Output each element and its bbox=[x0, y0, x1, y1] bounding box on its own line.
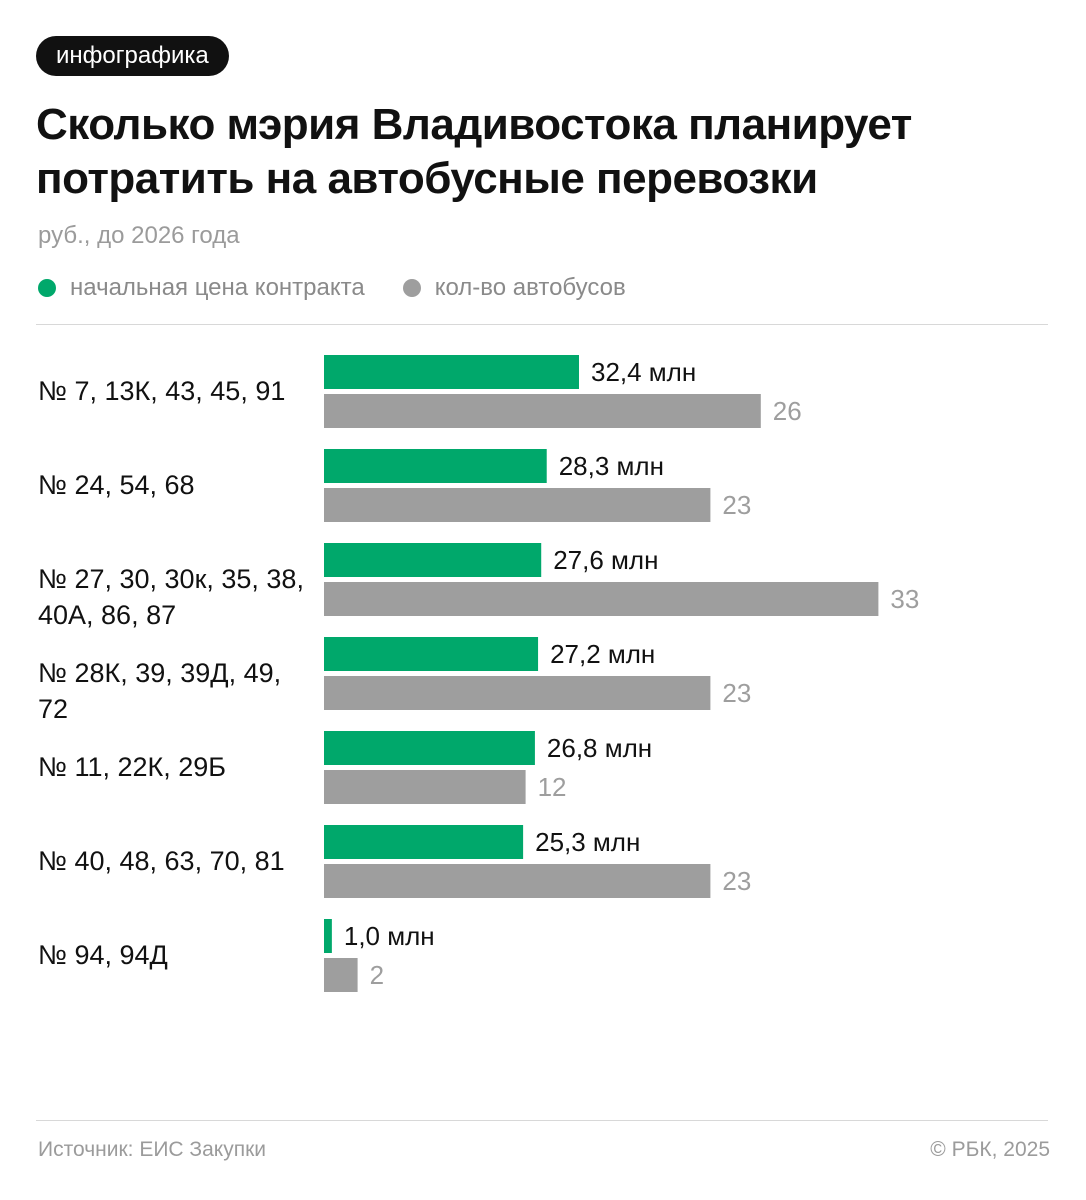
legend-item-buses: кол-во автобусов bbox=[402, 274, 626, 302]
buses-value-label-6: 23 bbox=[722, 866, 751, 896]
buses-value-label-4: 23 bbox=[722, 678, 751, 708]
buses-bar-4 bbox=[324, 676, 711, 710]
price-bar-5 bbox=[324, 731, 535, 765]
category-label-5: № 11, 22К, 29Б bbox=[38, 752, 227, 782]
price-value-label-6: 25,3 млн bbox=[535, 827, 640, 857]
price-bar-2 bbox=[324, 449, 547, 483]
price-value-label-4: 27,2 млн bbox=[550, 639, 655, 669]
buses-bar-6 bbox=[324, 864, 711, 898]
infographic-badge: инфографика bbox=[36, 36, 229, 76]
category-label-4: № 28К, 39, 39Д, 49, 72 bbox=[38, 658, 282, 724]
category-label-6: № 40, 48, 63, 70, 81 bbox=[38, 846, 285, 876]
price-value-label-7: 1,0 млн bbox=[344, 921, 435, 951]
footer-copyright: © РБК, 2025 bbox=[930, 1138, 1050, 1161]
price-value-label-3: 27,6 млн bbox=[553, 545, 658, 575]
category-label-7: № 94, 94Д bbox=[38, 940, 168, 970]
category-label-1: № 7, 13К, 43, 45, 91 bbox=[38, 376, 286, 406]
buses-bar-3 bbox=[324, 582, 879, 616]
category-label-3: № 27, 30, 30к, 35, 38, 40А, 86, 87 bbox=[38, 564, 304, 630]
legend: начальная цена контракта кол-во автобусо… bbox=[38, 274, 664, 302]
buses-bar-7 bbox=[324, 958, 358, 992]
buses-value-label-2: 23 bbox=[722, 490, 751, 520]
bottom-divider bbox=[36, 1120, 1048, 1121]
legend-label-buses: кол-во автобусов bbox=[434, 274, 626, 301]
category-label-2: № 24, 54, 68 bbox=[38, 470, 195, 500]
top-divider bbox=[36, 324, 1048, 325]
price-bar-3 bbox=[324, 543, 542, 577]
footer-source: Источник: ЕИС Закупки bbox=[38, 1138, 266, 1161]
buses-bar-2 bbox=[324, 488, 711, 522]
price-value-label-2: 28,3 млн bbox=[559, 451, 664, 481]
bar-chart: 32,4 млн 26 28,3 млн 23 27,6 млн 33 27,2 млн 23… bbox=[324, 355, 919, 992]
legend-dot-buses-icon bbox=[402, 279, 421, 297]
legend-label-price: начальная цена контракта bbox=[70, 274, 365, 301]
chart-subtitle: руб., до 2026 года bbox=[38, 222, 240, 249]
price-bar-4 bbox=[324, 637, 539, 671]
price-value-label-1: 32,4 млн bbox=[591, 357, 696, 387]
price-value-label-5: 26,8 млн bbox=[547, 733, 652, 763]
price-bar-6 bbox=[324, 825, 524, 859]
buses-bar-5 bbox=[324, 770, 526, 804]
buses-bar-1 bbox=[324, 394, 761, 428]
price-bar-7 bbox=[324, 919, 332, 953]
legend-item-price: начальная цена контракта bbox=[38, 274, 365, 302]
buses-value-label-1: 26 bbox=[773, 396, 802, 426]
buses-value-label-5: 12 bbox=[538, 772, 567, 802]
chart-title: Сколько мэрия Владивостока планирует пот… bbox=[36, 100, 912, 203]
price-bar-1 bbox=[324, 355, 579, 389]
legend-dot-price-icon bbox=[38, 279, 56, 297]
buses-value-label-7: 2 bbox=[370, 960, 384, 990]
buses-value-label-3: 33 bbox=[890, 584, 919, 614]
